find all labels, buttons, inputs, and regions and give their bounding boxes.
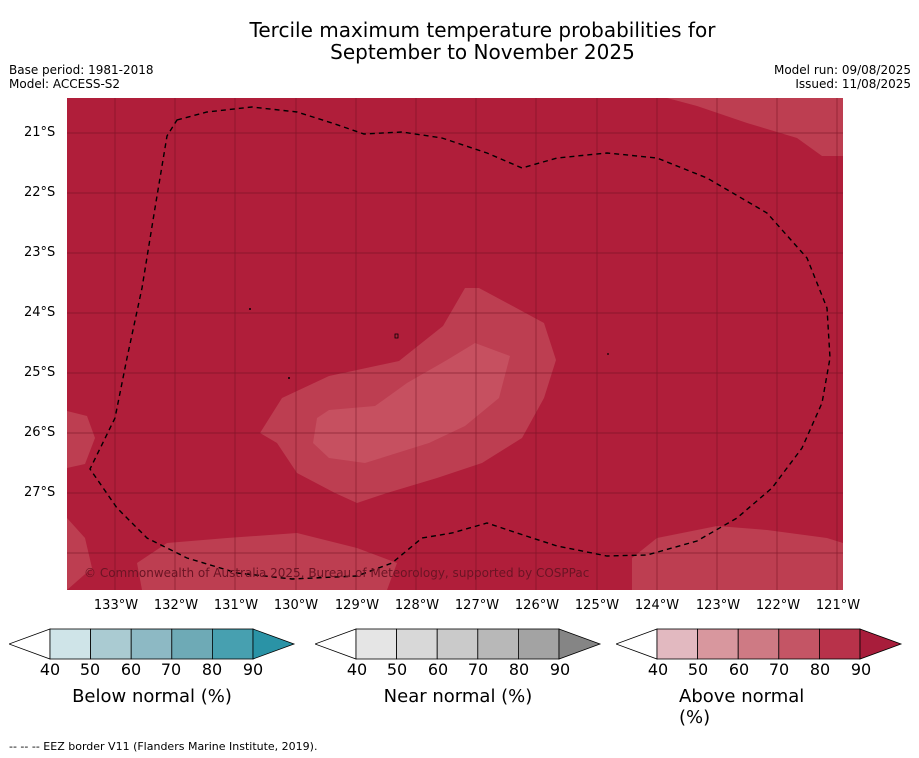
title-line-1: Tercile maximum temperature probabilitie… [249,18,716,42]
lat-label: 27°S [24,485,56,500]
model-run: Model run: 09/08/2025 [773,63,911,77]
eez-border [89,106,831,580]
lon-label: 122°W [755,598,801,613]
lat-label: 26°S [24,425,56,440]
colorbar-tick: 40 [647,660,669,679]
colorbar-label-near: Near normal (%) [383,686,533,707]
colorbar-tick: 60 [120,660,142,679]
colorbar-near [315,628,602,660]
region-70-80-topright [667,98,843,156]
colorbar-near-fills [315,628,602,660]
colorbar-segment [477,628,519,660]
colorbar-extend-low [315,628,357,660]
lon-label: 127°W [454,598,500,613]
region-70-80-bottom [137,533,397,590]
meta-left: Base period: 1981-2018 Model: ACCESS-S2 [9,63,154,91]
lon-label: 121°W [815,598,861,613]
colorbar-tick: 70 [768,660,790,679]
lon-label: 125°W [574,598,620,613]
colorbar-tick: 50 [687,660,709,679]
colorbar-tick: 80 [201,660,223,679]
lat-label: 23°S [24,245,56,260]
colorbar-below [9,628,296,660]
colorbar-tick: 50 [386,660,408,679]
colorbar-segment [396,628,438,660]
colorbar-tick: 90 [242,660,264,679]
colorbar-segment [211,628,254,660]
lon-label: 123°W [695,598,741,613]
lon-label: 130°W [273,598,319,613]
lon-label: 133°W [93,598,139,613]
lon-label: 131°W [213,598,259,613]
eez-footer-note: -- -- -- EEZ border V11 (Flanders Marine… [9,740,318,753]
lon-label: 126°W [514,598,560,613]
colorbar-tick: 70 [467,660,489,679]
title-line-2: September to November 2025 [330,40,635,64]
colorbar-segment [436,628,479,660]
colorbar-extend-high [252,628,296,660]
colorbar-above [616,628,903,660]
colorbar-tick: 90 [850,660,872,679]
lon-label: 129°W [334,598,380,613]
issued-date: Issued: 11/08/2025 [795,77,911,91]
lat-label: 21°S [24,125,56,140]
colorbar-tick: 70 [160,660,182,679]
colorbar-segment [818,628,861,660]
lon-label: 124°W [634,598,680,613]
base-period: Base period: 1981-2018 [9,63,154,77]
lon-label: 128°W [394,598,440,613]
region-70-80-bottomright [632,526,843,590]
colorbar-below-fills [9,628,296,660]
island-dot [288,377,290,379]
island-dot [249,308,251,310]
colorbar-label-below: Below normal (%) [72,686,232,707]
colorbar-segment [697,628,739,660]
colorbar-tick: 40 [346,660,368,679]
colorbar-tick: 50 [79,660,101,679]
colorbar-tick: 60 [427,660,449,679]
colorbar-segment [656,628,698,660]
colorbar-segment [90,628,132,660]
colorbar-segment [171,628,213,660]
colorbar-segment [737,628,780,660]
map-title: Tercile maximum temperature probabilitie… [0,19,919,63]
lat-label: 22°S [24,185,56,200]
colorbar-label-above: Above normal (%) [679,686,805,728]
map-grid [67,98,843,590]
region-70-80-bottomleft [67,518,92,590]
colorbar-segment [517,628,560,660]
lat-label: 24°S [24,305,56,320]
colorbar-segment [49,628,91,660]
colorbar-extend-high [558,628,602,660]
lat-label: 25°S [24,365,56,380]
meta-right: Model run: 09/08/2025 Issued: 11/08/2025 [774,63,911,91]
colorbar-tick: 80 [508,660,530,679]
probability-map: © Commonwealth of Australia 2025, Bureau… [67,98,843,590]
colorbar-extend-high [859,628,903,660]
colorbar-above-fills [616,628,903,660]
colorbar-tick: 80 [809,660,831,679]
colorbar-tick: 40 [39,660,61,679]
lon-label: 132°W [153,598,199,613]
island-dot [394,333,399,339]
colorbar-tick: 90 [549,660,571,679]
model-name: Model: ACCESS-S2 [9,77,121,91]
colorbar-extend-low [9,628,51,660]
colorbar-tick: 60 [728,660,750,679]
colorbar-segment [778,628,820,660]
copyright-notice: © Commonwealth of Australia 2025, Bureau… [84,566,589,580]
colorbar-extend-low [616,628,658,660]
region-70-80-left [67,411,95,468]
island-dot [607,353,609,355]
colorbar-segment [355,628,397,660]
colorbar-segment [130,628,173,660]
